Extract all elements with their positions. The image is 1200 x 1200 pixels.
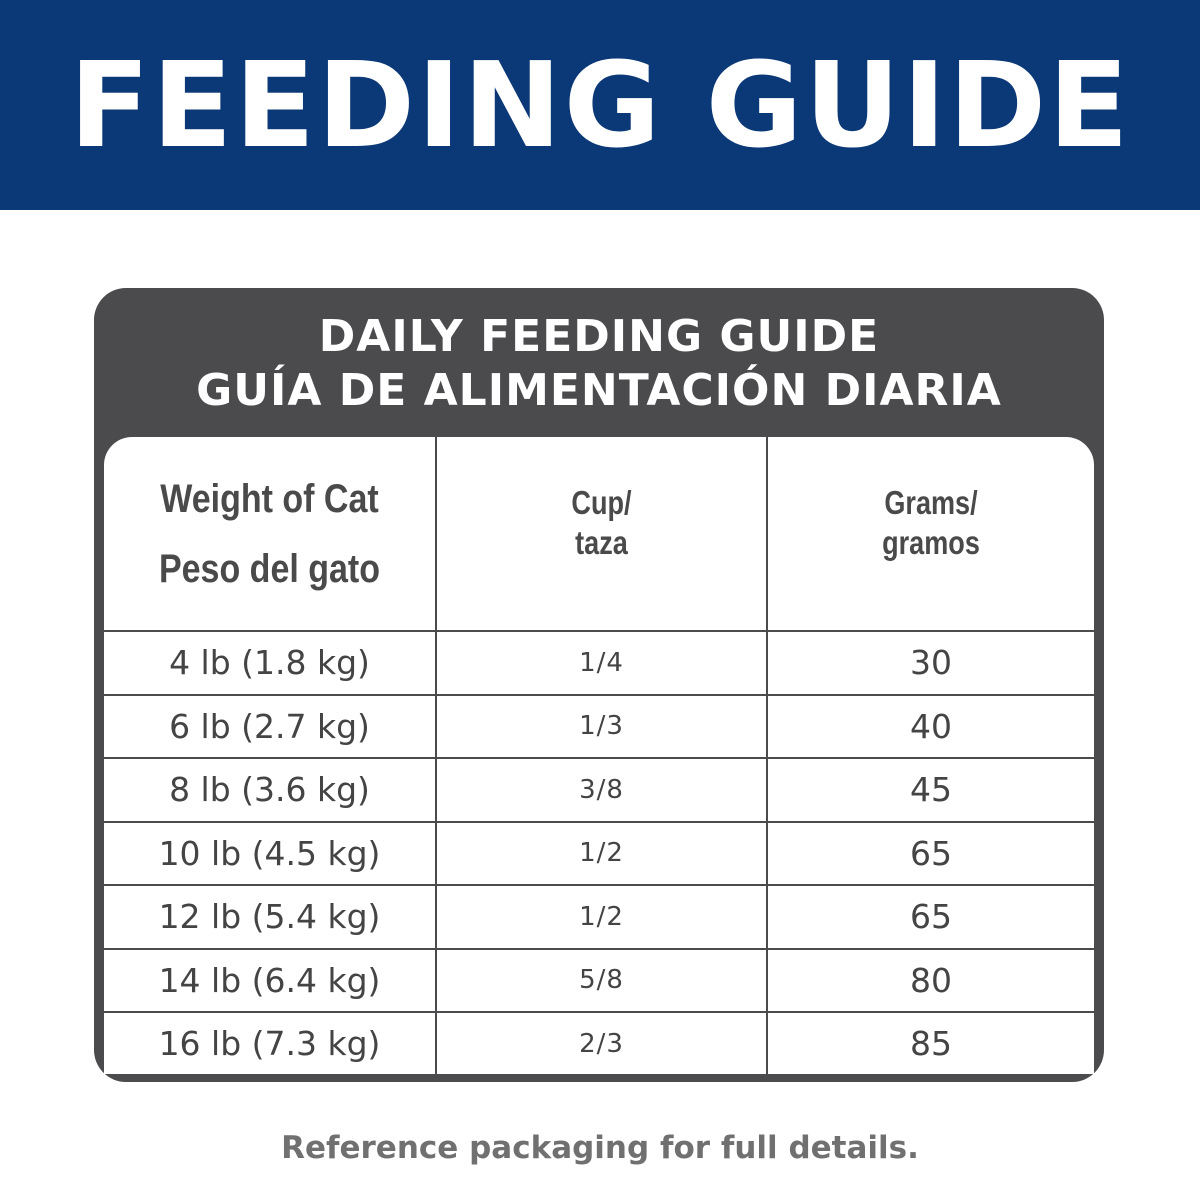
header-grams: Grams/gramos <box>797 437 1064 630</box>
card-title: DAILY FEEDING GUIDE GUÍA DE ALIMENTACIÓN… <box>94 310 1104 418</box>
row-divider <box>104 884 1094 886</box>
cell-weight: 16 lb (7.3 kg) <box>158 1024 381 1064</box>
banner: FEEDING GUIDE <box>0 0 1200 210</box>
cell-weight: 8 lb (3.6 kg) <box>169 770 370 810</box>
cell-weight: 6 lb (2.7 kg) <box>169 706 370 746</box>
cell-weight: 14 lb (6.4 kg) <box>158 960 381 1000</box>
row-divider <box>104 757 1094 759</box>
cell-cup: 1/2 <box>579 838 624 869</box>
cell-cup: 1/2 <box>579 901 624 932</box>
cell-grams: 85 <box>910 1024 952 1064</box>
header-cup: Cup/taza <box>467 437 737 630</box>
cell-weight: 12 lb (5.4 kg) <box>158 897 381 937</box>
cell-grams: 65 <box>910 897 952 937</box>
cell-weight: 10 lb (4.5 kg) <box>158 833 381 873</box>
cell-grams: 45 <box>910 770 952 810</box>
footer-note: Reference packaging for full details. <box>281 1130 919 1166</box>
card-title-en: DAILY FEEDING GUIDE <box>318 311 880 362</box>
header-grams-en: Grams/ <box>884 484 978 521</box>
cell-cup: 1/3 <box>579 711 624 742</box>
cell-grams: 65 <box>910 833 952 873</box>
cell-grams: 40 <box>910 706 952 746</box>
header-weight-en: Weight of Cat <box>160 476 379 521</box>
header-grams-es: gramos <box>882 524 980 561</box>
cell-cup: 5/8 <box>579 965 624 996</box>
header-cup-en: Cup/ <box>571 484 632 521</box>
column-divider <box>766 437 768 1074</box>
row-divider <box>104 630 1094 632</box>
row-divider <box>104 693 1094 696</box>
row-divider <box>104 1011 1094 1013</box>
row-divider <box>104 820 1094 823</box>
cell-grams: 30 <box>910 643 952 683</box>
cell-cup: 1/4 <box>579 647 624 678</box>
card-title-es: GUÍA DE ALIMENTACIÓN DIARIA <box>196 365 1002 416</box>
header-weight-es: Peso del gato <box>158 546 381 591</box>
header-weight: Weight of Cat Peso del gato <box>129 437 410 630</box>
cell-cup: 3/8 <box>579 774 624 805</box>
feeding-table: Weight of Cat Peso del gato Cup/taza Gram… <box>104 437 1094 1074</box>
banner-title: FEEDING GUIDE <box>69 36 1131 174</box>
cell-cup: 2/3 <box>579 1028 624 1059</box>
column-divider <box>435 437 437 1074</box>
row-divider <box>104 947 1094 950</box>
cell-grams: 80 <box>910 960 952 1000</box>
feeding-guide-card: DAILY FEEDING GUIDE GUÍA DE ALIMENTACIÓN… <box>94 288 1104 1082</box>
cell-weight: 4 lb (1.8 kg) <box>169 643 370 683</box>
header-cup-es: taza <box>575 524 628 561</box>
